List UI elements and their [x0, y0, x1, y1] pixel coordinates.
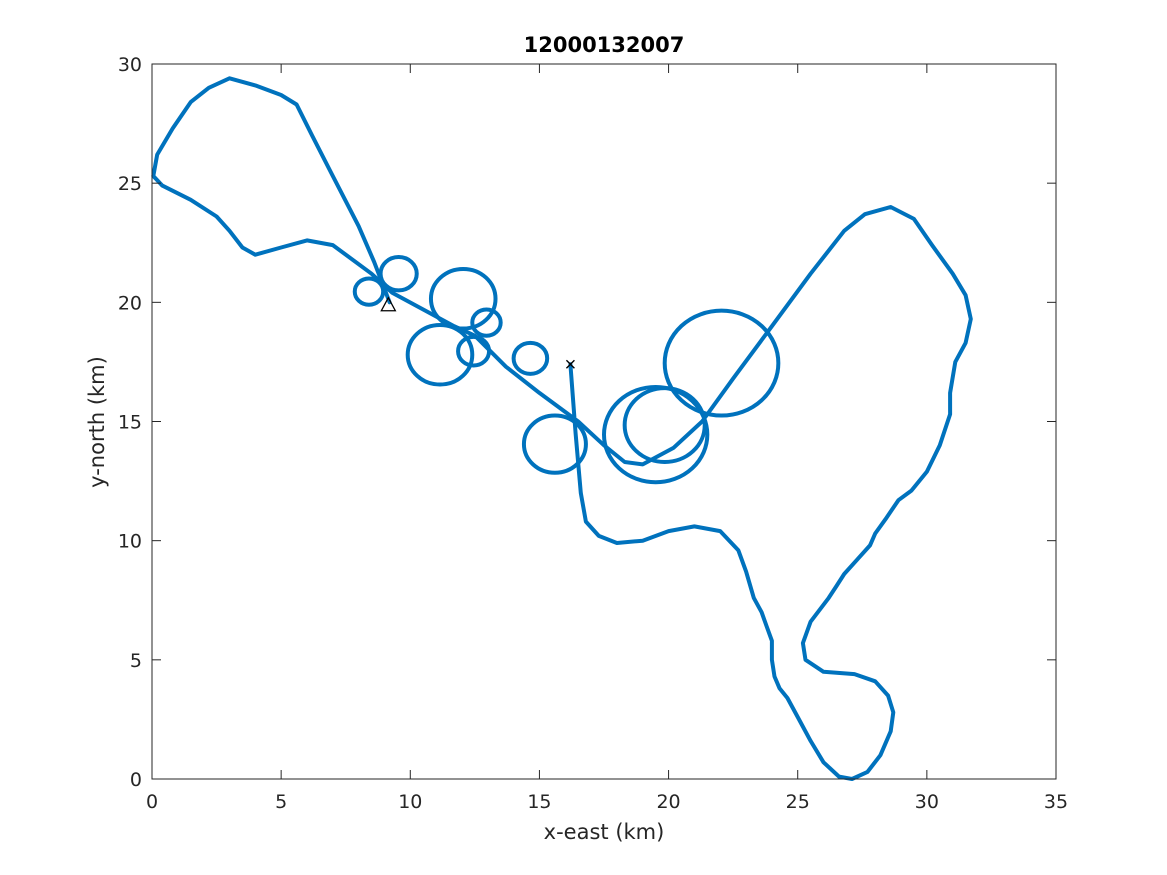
track-loop-4 — [405, 322, 475, 387]
y-tick-label-6: 30 — [118, 54, 142, 76]
y-tick-label-5: 25 — [118, 173, 142, 195]
x-tick-label-1: 5 — [275, 791, 287, 813]
track-loop-7 — [521, 413, 588, 475]
y-tick-label-1: 5 — [130, 650, 142, 672]
x-tick-label-5: 25 — [786, 791, 810, 813]
x-tick-label-0: 0 — [146, 791, 158, 813]
track-loop-0 — [352, 276, 386, 307]
x-tick-label-2: 10 — [398, 791, 422, 813]
track-line — [151, 76, 973, 781]
tick-layer: 0 5 10 15 20 25 30 35 0 5 10 15 20 25 30 — [118, 54, 1068, 813]
end-marker-x — [565, 359, 575, 369]
track-loop-1 — [378, 255, 419, 293]
track-loop-8 — [602, 384, 710, 485]
x-tick-label-4: 20 — [656, 791, 680, 813]
y-tick-label-0: 0 — [130, 769, 142, 791]
x-axis-label: x-east (km) — [544, 820, 665, 844]
x-tick-label-7: 35 — [1044, 791, 1068, 813]
y-tick-label-3: 15 — [118, 412, 142, 434]
track-loop-9 — [622, 386, 707, 465]
track-layer — [151, 76, 973, 781]
track-loop-10 — [662, 308, 781, 418]
x-tick-label-3: 15 — [527, 791, 551, 813]
track-loop-2 — [428, 266, 498, 331]
x-tick-label-6: 30 — [915, 791, 939, 813]
chart-title: 12000132007 — [524, 33, 685, 57]
track-loop-6 — [511, 340, 550, 376]
y-axis-label: y-north (km) — [85, 356, 109, 488]
y-tick-label-2: 10 — [118, 531, 142, 553]
start-marker-triangle — [380, 296, 397, 312]
y-tick-label-4: 20 — [118, 292, 142, 314]
marker-layer — [380, 296, 575, 369]
track-loop-3 — [470, 307, 503, 338]
track-loop-5 — [456, 334, 492, 368]
